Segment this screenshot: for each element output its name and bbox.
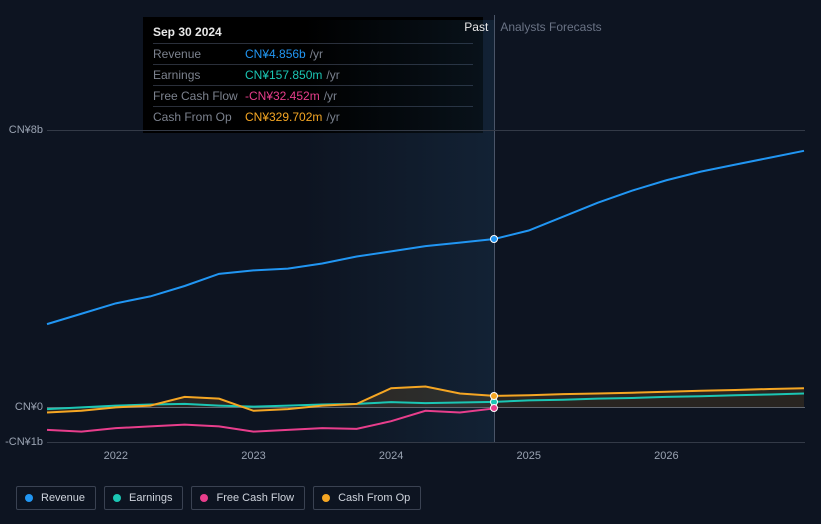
tooltip-row-label: Free Cash Flow: [153, 89, 245, 103]
tooltip-row-value: CN¥4.856b: [245, 47, 306, 61]
past-label: Past: [464, 20, 488, 34]
forecast-label: Analysts Forecasts: [500, 20, 601, 34]
x-axis-label: 2024: [379, 450, 403, 462]
legend-item-fcf[interactable]: Free Cash Flow: [191, 486, 305, 510]
x-axis-label: 2026: [654, 450, 678, 462]
gridline: [47, 442, 805, 443]
tooltip-row-label: Cash From Op: [153, 110, 245, 124]
series-fcf: [47, 408, 494, 431]
tooltip-row-label: Revenue: [153, 47, 245, 61]
legend-item-revenue[interactable]: Revenue: [16, 486, 96, 510]
legend-dot-icon: [322, 494, 330, 502]
legend-dot-icon: [113, 494, 121, 502]
legend-label: Earnings: [129, 492, 172, 504]
chart-svg: [47, 130, 804, 442]
legend-label: Free Cash Flow: [216, 492, 294, 504]
y-axis-label: -CN¥1b: [5, 436, 43, 448]
y-axis-label: CN¥8b: [9, 124, 43, 136]
x-axis-label: 2023: [241, 450, 265, 462]
legend-item-cfo[interactable]: Cash From Op: [313, 486, 421, 510]
marker-cfo: [490, 392, 498, 400]
marker-fcf: [490, 404, 498, 412]
chart: Past Analysts Forecasts CN¥8bCN¥0-CN¥1b …: [47, 130, 804, 442]
legend: Revenue Earnings Free Cash Flow Cash From O…: [16, 486, 421, 510]
y-axis-label: CN¥0: [15, 401, 43, 413]
legend-label: Revenue: [41, 492, 85, 504]
x-axis-label: 2025: [516, 450, 540, 462]
legend-item-earnings[interactable]: Earnings: [104, 486, 183, 510]
legend-dot-icon: [25, 494, 33, 502]
legend-label: Cash From Op: [338, 492, 410, 504]
tooltip-row-label: Earnings: [153, 68, 245, 82]
legend-dot-icon: [200, 494, 208, 502]
series-revenue: [47, 151, 804, 324]
x-axis-label: 2022: [104, 450, 128, 462]
marker-revenue: [490, 235, 498, 243]
